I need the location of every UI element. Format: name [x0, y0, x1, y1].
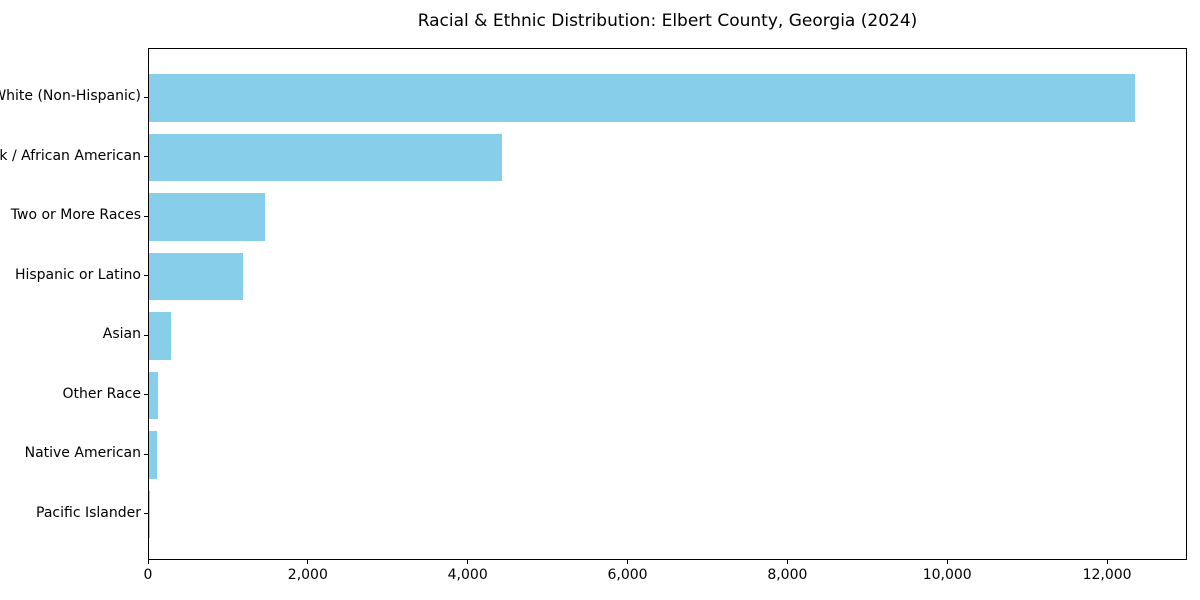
x-tick-label: 12,000 — [1082, 567, 1132, 583]
x-tick-mark — [467, 560, 469, 564]
bar-hispanic-or-latino — [149, 252, 243, 301]
x-tick-label: 6,000 — [607, 567, 648, 583]
y-tick-mark — [144, 96, 148, 98]
y-tick-mark — [144, 394, 148, 395]
y-axis-label: Asian — [102, 326, 141, 342]
y-tick-mark — [144, 156, 148, 157]
x-tick-label: 0 — [143, 567, 153, 583]
y-tick-mark — [144, 215, 148, 217]
x-tick-mark — [786, 560, 788, 564]
y-tick-mark — [144, 513, 148, 514]
y-axis-label: Hispanic or Latino — [14, 266, 141, 283]
plot-area — [148, 48, 1187, 560]
bar-two-or-more-races — [149, 193, 266, 241]
y-axis-label: Other Race — [62, 385, 141, 402]
x-tick-mark — [307, 560, 309, 564]
x-tick-label: 10,000 — [922, 567, 972, 583]
y-axis-label: Native American — [24, 445, 141, 461]
y-tick-mark — [144, 275, 148, 276]
y-axis-label: White (Non-Hispanic) — [0, 88, 141, 104]
x-tick-mark — [946, 560, 948, 564]
y-axis-label: Pacific Islander — [36, 504, 141, 521]
bar-pacific-islander — [149, 490, 150, 539]
y-axis-label: Black / African American — [0, 147, 141, 164]
x-tick-label: 2,000 — [287, 567, 328, 583]
x-tick-label: 4,000 — [447, 567, 488, 583]
x-tick-mark — [147, 560, 149, 564]
bar-white-non-hispanic — [149, 74, 1135, 122]
chart-title: Racial & Ethnic Distribution: Elbert Cou… — [417, 11, 918, 31]
y-tick-mark — [144, 334, 148, 336]
x-tick-label: 8,000 — [767, 567, 808, 583]
y-axis-label: Two or More Races — [10, 207, 141, 223]
x-tick-mark — [1106, 560, 1108, 564]
y-tick-mark — [144, 453, 148, 455]
bar-black-african-american — [149, 133, 503, 182]
bar-asian — [149, 312, 171, 360]
bar-native-american — [149, 431, 158, 479]
bar-other-race — [149, 371, 159, 420]
x-tick-mark — [627, 560, 629, 564]
